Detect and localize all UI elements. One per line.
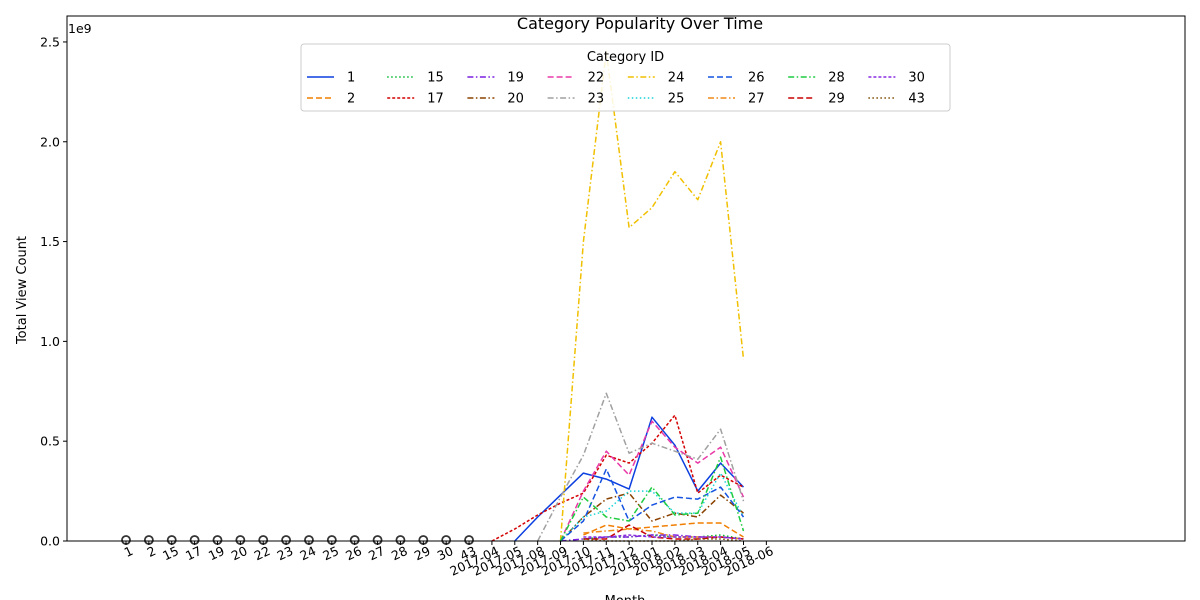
series-line-17 [491, 414, 744, 542]
x-tick-label: 25 [320, 543, 341, 563]
series-line-30 [583, 534, 744, 540]
y-tick-label: 0.5 [40, 434, 60, 449]
x-tick-label: 2 [145, 543, 159, 560]
legend-label-24: 24 [668, 71, 685, 86]
x-tick-label: 26 [343, 543, 364, 563]
series-line-26 [560, 468, 745, 542]
legend-label-30: 30 [908, 71, 925, 86]
x-axis-title: Month [605, 594, 646, 600]
legend-label-1: 1 [347, 71, 355, 86]
y-tick-label: 2.0 [40, 134, 60, 149]
series-line-20 [559, 492, 744, 542]
legend-label-25: 25 [668, 92, 685, 107]
legend-label-27: 27 [748, 92, 765, 107]
legend-label-17: 17 [427, 92, 444, 107]
y-tick-label: 1.0 [40, 334, 60, 349]
legend-label-26: 26 [748, 71, 765, 86]
series-line-22 [559, 420, 745, 542]
x-tick-label: 28 [389, 543, 410, 563]
y-tick-label: 0.0 [40, 534, 60, 549]
legend-title: Category ID [587, 50, 664, 65]
legend-label-22: 22 [588, 71, 605, 86]
legend-label-28: 28 [828, 71, 845, 86]
x-tick-label: 27 [366, 543, 387, 563]
series-line-1 [514, 416, 745, 542]
x-tick-label: 17 [183, 543, 204, 563]
y-tick-label: 1.5 [40, 234, 60, 249]
series-line-28 [559, 456, 745, 542]
legend-label-43: 43 [908, 92, 925, 107]
chart-title: Category Popularity Over Time [517, 14, 763, 33]
series-line-24 [559, 51, 745, 542]
x-tick-label: 22 [252, 543, 273, 563]
legend-label-29: 29 [828, 92, 845, 107]
series-line-25 [559, 472, 745, 542]
y-tick-label: 2.5 [40, 34, 60, 49]
legend: Category ID 1 2 15 17 19 20 22 23 24 25 26 27 28 29 30 4… [300, 43, 951, 112]
x-tick-label: 24 [297, 543, 318, 563]
plot-frame [66, 15, 1186, 542]
legend-label-20: 20 [507, 92, 524, 107]
legend-box [300, 43, 951, 112]
legend-label-15: 15 [427, 71, 444, 86]
series-layer [491, 51, 745, 542]
y-axis-multiplier: 1e9 [68, 21, 92, 36]
series-line-2 [583, 522, 744, 538]
x-tick-label: 15 [160, 543, 181, 563]
x-tick-label: 20 [229, 543, 250, 563]
x-tick-label: 23 [275, 543, 296, 563]
zero-marker-layer [121, 535, 474, 545]
x-tick-label: 19 [206, 543, 227, 563]
x-tick-label: 1 [122, 543, 136, 560]
legend-label-19: 19 [507, 71, 524, 86]
series-line-15 [583, 534, 744, 540]
legend-label-23: 23 [588, 92, 605, 107]
x-tick-label: 30 [435, 543, 456, 563]
x-tick-label: 29 [412, 543, 433, 563]
x-tick-label: 43 [458, 543, 479, 563]
y-axis-title: Total View Count [15, 236, 30, 345]
series-line-23 [537, 392, 745, 542]
legend-label-2: 2 [347, 92, 355, 107]
